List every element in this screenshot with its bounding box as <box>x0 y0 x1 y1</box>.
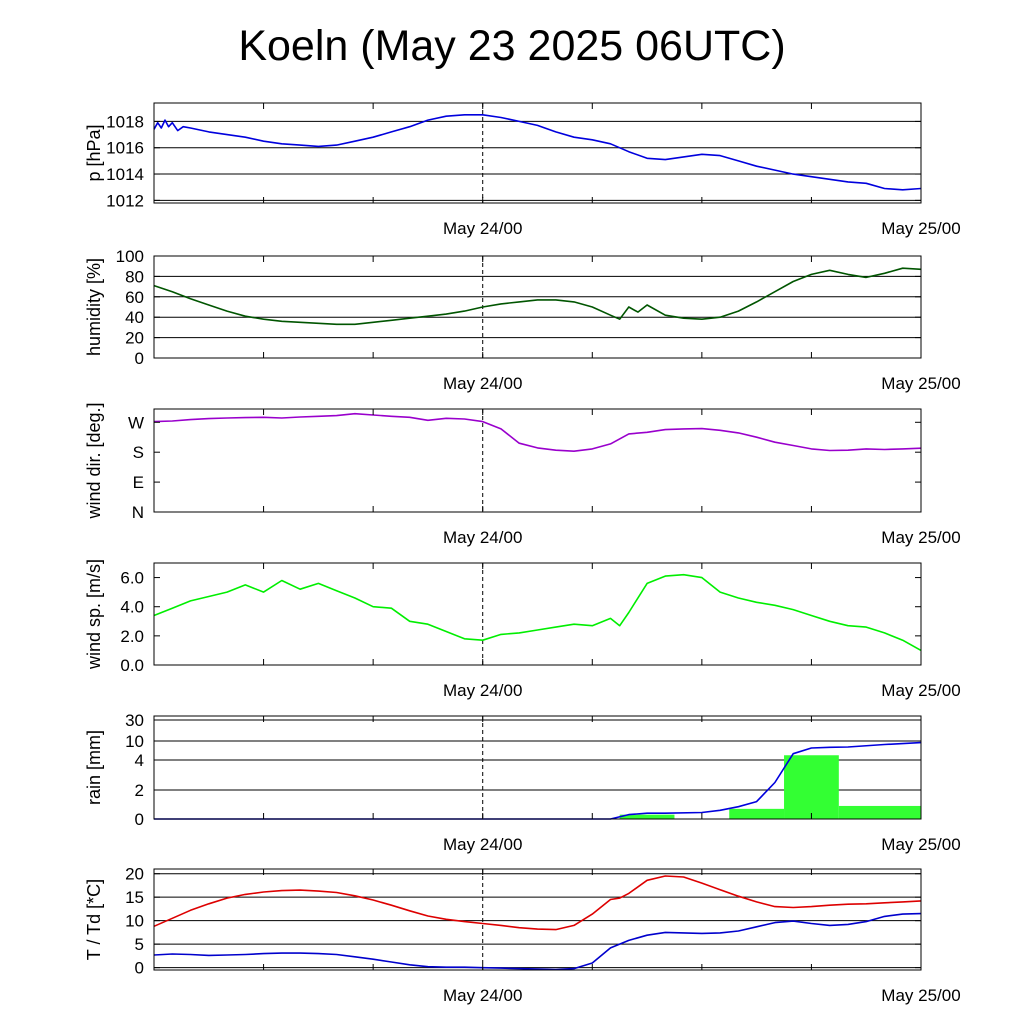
x-tick-label: May 25/00 <box>881 986 960 1005</box>
y-tick-label: 0 <box>135 810 144 829</box>
x-tick-label: May 24/00 <box>443 986 522 1005</box>
y-tick-label: 40 <box>125 308 144 327</box>
rain-bar <box>729 808 785 819</box>
y-tick-label: 1018 <box>106 112 144 131</box>
y-tick-label: 4 <box>135 751 144 770</box>
panel-frame <box>153 255 922 359</box>
wind_speed-line <box>153 573 922 652</box>
y-tick-label: 5 <box>135 935 144 954</box>
rain-bar <box>619 814 675 819</box>
y-tick-label: 2 <box>135 781 144 800</box>
y-tick-label: 2.0 <box>120 627 144 646</box>
rain-bar <box>838 805 921 819</box>
humidity-line <box>153 267 922 326</box>
panel-frame <box>153 715 922 820</box>
y-tick-label: S <box>133 443 144 462</box>
y-tick-label: 6.0 <box>120 569 144 588</box>
pressure-line <box>153 114 922 191</box>
y-axis-label: rain [mm] <box>84 730 104 805</box>
rain_accum-line <box>154 741 922 820</box>
y-tick-label: 15 <box>125 888 144 907</box>
y-axis-label: wind sp. [m/s] <box>84 559 104 670</box>
y-tick-label: 10 <box>125 912 144 931</box>
x-tick-label: May 25/00 <box>881 528 960 547</box>
y-axis-label: T / Td [*C] <box>84 879 104 960</box>
x-tick-label: May 24/00 <box>443 681 522 700</box>
x-tick-label: May 24/00 <box>443 374 522 393</box>
temperature-line <box>153 875 922 931</box>
y-tick-label: W <box>128 413 144 432</box>
y-tick-label: 80 <box>125 267 144 286</box>
y-tick-label: 0 <box>135 349 144 368</box>
dewpoint-line <box>153 912 922 971</box>
y-tick-label: 0.0 <box>120 656 144 675</box>
y-tick-label: 100 <box>116 247 144 266</box>
x-tick-label: May 25/00 <box>881 374 960 393</box>
y-tick-label: 1016 <box>106 139 144 158</box>
y-axis-label: wind dir. [deg.] <box>84 402 104 519</box>
y-tick-label: 1014 <box>106 165 144 184</box>
y-tick-label: 4.0 <box>120 598 144 617</box>
y-tick-label: 20 <box>125 329 144 348</box>
x-tick-label: May 25/00 <box>881 681 960 700</box>
y-tick-label: 60 <box>125 288 144 307</box>
y-tick-label: 10 <box>125 732 144 751</box>
panel-frame <box>153 102 922 204</box>
panel-frame <box>153 868 922 971</box>
x-tick-label: May 24/00 <box>443 219 522 238</box>
x-tick-label: May 25/00 <box>881 219 960 238</box>
y-axis-label: p [hPa] <box>84 124 104 181</box>
y-tick-label: N <box>132 503 144 522</box>
y-tick-label: E <box>133 473 144 492</box>
y-tick-label: 1012 <box>106 191 144 210</box>
x-tick-label: May 24/00 <box>443 835 522 854</box>
panel-frame <box>153 562 922 666</box>
x-tick-label: May 24/00 <box>443 528 522 547</box>
y-tick-label: 0 <box>135 959 144 978</box>
x-tick-label: May 25/00 <box>881 835 960 854</box>
y-axis-label: humidity [%] <box>84 258 104 356</box>
y-tick-label: 30 <box>125 711 144 730</box>
y-tick-label: 20 <box>125 865 144 884</box>
panel-frame <box>153 408 922 513</box>
wind_dir-line <box>153 412 922 453</box>
rain-bar <box>784 755 839 819</box>
chart-title: Koeln (May 23 2025 06UTC) <box>238 22 786 70</box>
